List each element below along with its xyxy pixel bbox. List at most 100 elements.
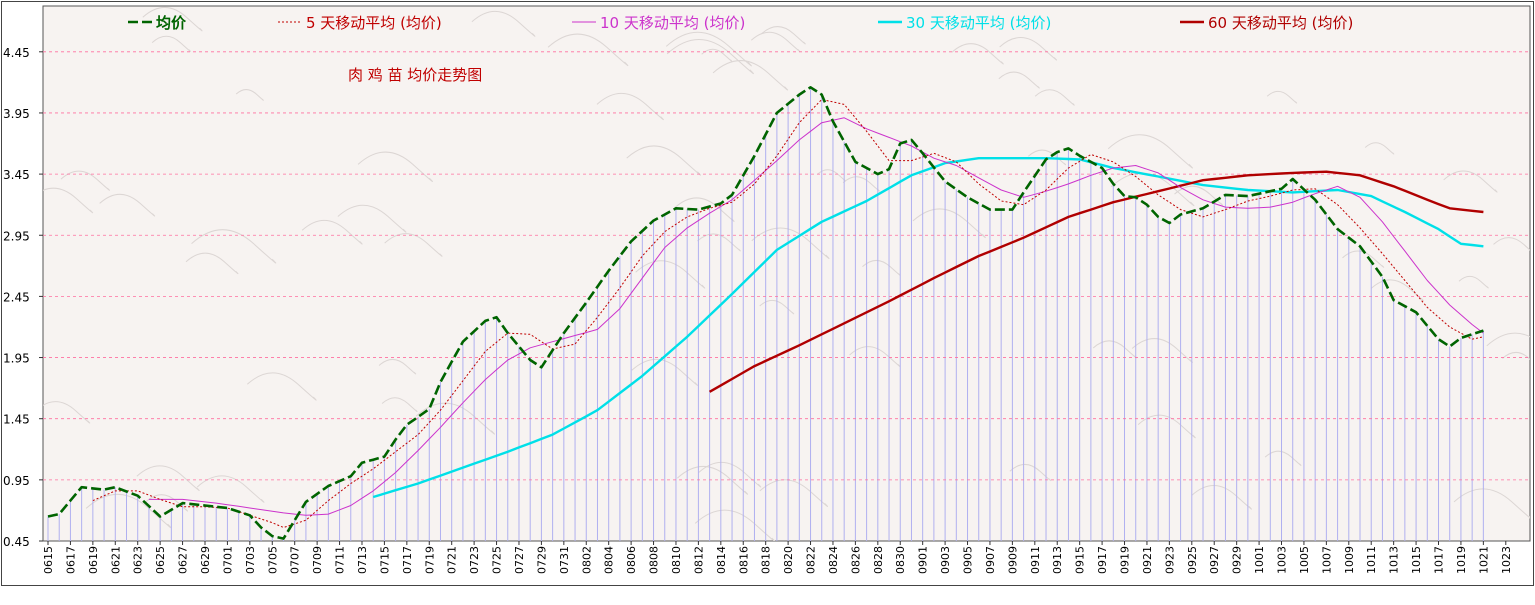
x-tick-label: 0814	[715, 546, 728, 574]
x-tick-label: 1003	[1276, 546, 1289, 574]
x-tick-label: 0717	[401, 546, 414, 574]
texture-swirl	[43, 187, 94, 214]
x-tick-label: 0919	[1119, 546, 1132, 574]
texture-swirl	[301, 219, 363, 245]
texture-swirl	[1493, 237, 1530, 251]
series-lines	[47, 86, 1484, 540]
x-tick-label: 0907	[984, 546, 997, 574]
texture-swirl	[1266, 90, 1298, 104]
texture-swirl	[631, 358, 699, 386]
texture-swirl	[99, 193, 156, 217]
x-tick-label: 0703	[244, 546, 257, 574]
x-tick-label: 0901	[917, 546, 930, 574]
legend-label: 60 天移动平均 (均价)	[1208, 14, 1353, 32]
paper-texture	[43, 6, 1530, 541]
x-tick-label: 0619	[87, 546, 100, 574]
x-tick-label: 1011	[1365, 546, 1378, 574]
x-tick-label: 0705	[266, 546, 279, 574]
texture-swirl	[1191, 485, 1252, 510]
x-tick-label: 0909	[1006, 546, 1019, 574]
series-line-3	[372, 157, 1484, 499]
y-tick-label: 3.95	[3, 107, 30, 121]
texture-swirl	[1486, 332, 1530, 347]
x-tick-label: 0727	[513, 546, 526, 574]
texture-swirl	[235, 89, 264, 101]
texture-swirl	[151, 35, 191, 52]
x-tick-label: 0816	[737, 546, 750, 574]
texture-swirl	[378, 358, 417, 375]
texture-swirl	[1131, 338, 1193, 363]
x-tick-label: 0828	[872, 546, 885, 574]
texture-swirl	[912, 208, 986, 238]
x-tick-label: 0820	[782, 546, 795, 574]
x-tick-label: 1013	[1388, 546, 1401, 574]
texture-swirl	[759, 299, 795, 315]
texture-swirl	[751, 227, 830, 259]
x-tick-label: 0723	[468, 546, 481, 574]
y-axis-ticks: 0.45 0.95 1.45 1.95 2.45 2.95 3.45 3.95 4.45	[3, 46, 43, 549]
x-tick-label: 0822	[805, 546, 818, 574]
texture-swirl	[1009, 463, 1052, 482]
texture-swirl	[246, 372, 317, 401]
texture-swirl	[142, 6, 203, 32]
x-tick-label: 0903	[939, 546, 952, 574]
texture-swirl	[998, 71, 1040, 89]
texture-swirl	[1502, 351, 1530, 360]
x-axis-ticks: 0615 0617 0619 0621 0623 0625 0627 0629 0701 0703…	[42, 541, 1513, 574]
texture-swirl	[697, 233, 741, 252]
x-tick-label: 1007	[1320, 546, 1333, 574]
x-tick-label: 0911	[1029, 546, 1042, 574]
texture-swirl	[842, 176, 880, 192]
texture-swirl	[712, 60, 789, 91]
texture-swirl	[357, 151, 433, 182]
texture-swirl	[1443, 170, 1498, 193]
x-tick-label: 0905	[962, 546, 975, 574]
texture-swirl	[1174, 185, 1224, 206]
x-tick-label: 0719	[423, 546, 436, 574]
texture-swirl	[337, 204, 407, 233]
texture-swirl	[677, 465, 749, 495]
x-tick-label: 0623	[132, 546, 145, 574]
texture-swirl	[384, 233, 443, 257]
texture-swirl	[196, 475, 265, 503]
x-tick-label: 0729	[535, 546, 548, 574]
texture-swirl	[1342, 250, 1385, 268]
x-tick-label: 1001	[1253, 546, 1266, 574]
x-tick-label: 0812	[692, 546, 705, 574]
x-tick-label: 0913	[1051, 546, 1064, 574]
x-tick-label: 0617	[64, 546, 77, 574]
texture-swirl	[1107, 134, 1193, 169]
y-tick-label: 3.45	[3, 168, 30, 182]
texture-swirl	[999, 37, 1058, 61]
x-tick-label: 0824	[827, 546, 840, 574]
series-line-2	[148, 117, 1484, 516]
texture-swirl	[471, 10, 536, 37]
plot-area	[42, 5, 1531, 542]
texture-swirl	[596, 92, 664, 121]
texture-swirl	[191, 229, 277, 264]
x-tick-label: 0615	[42, 546, 55, 574]
texture-swirl	[381, 397, 418, 413]
x-tick-label: 0629	[199, 546, 212, 574]
texture-swirl	[759, 479, 828, 507]
x-tick-label: 0818	[760, 546, 773, 574]
x-tick-label: 0826	[849, 546, 862, 574]
x-tick-label: 0917	[1096, 546, 1109, 574]
texture-swirl	[145, 494, 189, 512]
y-tick-label: 4.45	[3, 46, 30, 60]
x-tick-label: 0806	[625, 546, 638, 574]
x-tick-label: 1015	[1410, 546, 1423, 574]
x-tick-label: 0921	[1141, 546, 1154, 574]
legend-label: 均价	[156, 14, 187, 32]
y-tick-label: 0.45	[3, 535, 30, 549]
y-tick-label: 1.95	[3, 352, 30, 366]
x-tick-label: 0804	[603, 546, 616, 574]
texture-swirl	[1034, 89, 1075, 106]
x-tick-label: 0701	[221, 546, 234, 574]
x-tick-label: 1021	[1477, 546, 1490, 574]
x-tick-label: 0725	[491, 546, 504, 574]
x-tick-label: 0721	[446, 546, 459, 574]
texture-swirl	[701, 48, 733, 62]
texture-swirl	[626, 145, 701, 176]
